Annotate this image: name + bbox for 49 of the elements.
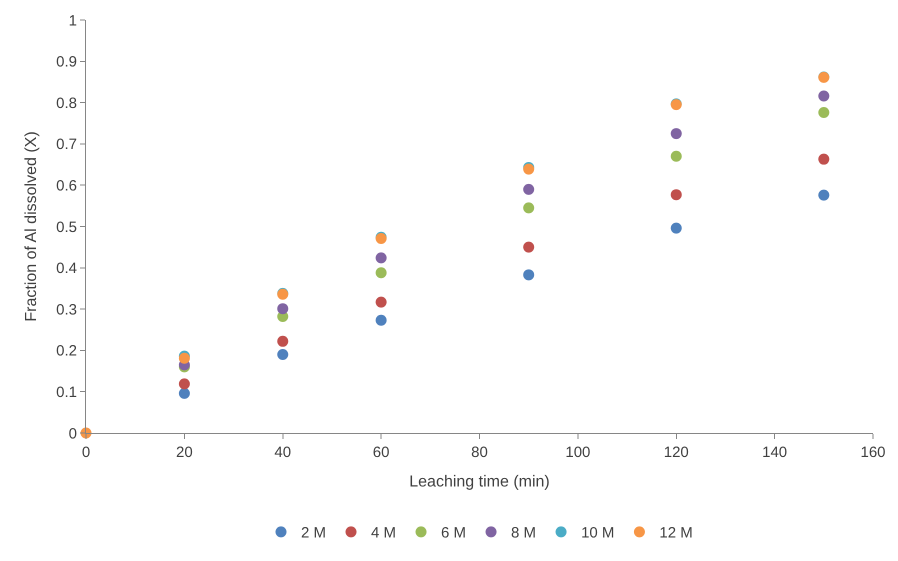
y-tick-label: 0.8 [56,94,77,112]
y-tick-label: 0.2 [56,342,77,360]
point [376,296,387,308]
point [818,154,830,165]
point [523,269,534,280]
x-tick-label: 60 [372,444,390,461]
y-tick-label: 0.7 [56,136,77,154]
point [670,189,682,200]
x-tick-label: 100 [565,444,590,461]
y-tick-label: 1 [68,12,77,30]
x-axis-title: Leaching time (min) [409,474,550,491]
point [818,190,830,201]
point [178,378,190,390]
legend-label: 10 M [581,524,614,542]
point [670,128,682,140]
x-tick-label: 40 [274,444,292,461]
x-tick-label: 0 [82,444,90,461]
y-axis-title: Fraction of Al dissolved (X) [23,131,40,322]
point [277,303,288,314]
y-tick-label: 0.9 [56,54,77,71]
legend-label: 8 M [511,524,536,542]
point [818,107,830,118]
point [376,252,387,264]
x-tick-label: 20 [176,444,193,461]
y-tick-label: 0.3 [56,301,77,318]
point [670,150,682,162]
y-tick-label: 0.4 [56,260,77,278]
x-tick-label: 140 [762,444,788,461]
y-tick-label: 0 [68,425,77,442]
legend-label: 2 M [301,524,326,542]
point [277,349,288,360]
point [376,314,387,326]
point [523,202,534,214]
x-tick-label: 80 [471,444,488,461]
point [178,388,190,399]
point [818,90,830,102]
point [376,267,387,278]
point [670,222,682,234]
point [277,336,288,347]
legend-label: 12 M [659,524,693,542]
legend-label: 4 M [371,524,396,542]
y-tick-label: 0.6 [56,177,77,194]
x-tick-label: 160 [860,444,886,461]
point [523,242,534,253]
legend-label: 6 M [441,524,466,542]
x-tick-label: 120 [664,444,689,461]
point [523,184,534,195]
y-tick-label: 0.1 [56,384,77,401]
y-tick-label: 0.5 [56,218,77,236]
